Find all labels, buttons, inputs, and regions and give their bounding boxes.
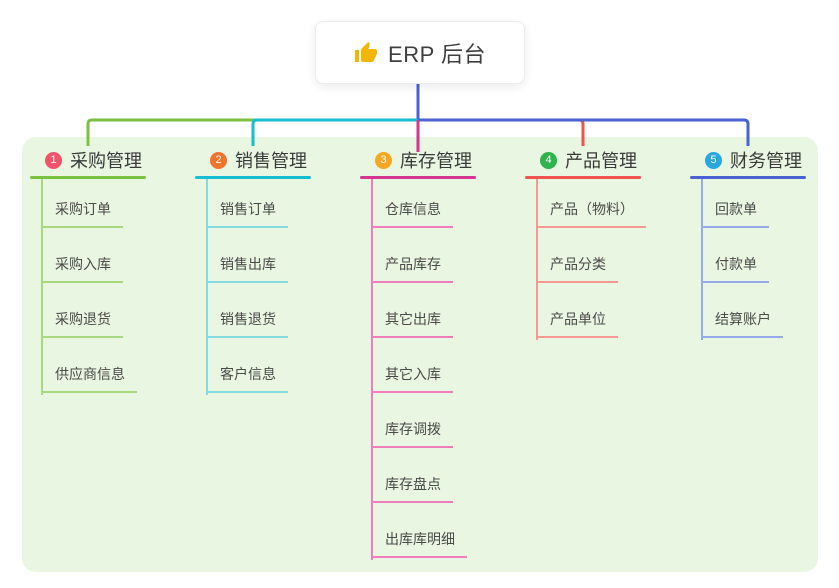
child-node-label: 产品（物料） bbox=[536, 200, 646, 228]
branch-title: 产品管理 bbox=[565, 151, 637, 171]
branch-spine-line bbox=[41, 179, 43, 395]
child-node-label: 产品分类 bbox=[536, 255, 618, 283]
child-node-label: 出库库明细 bbox=[371, 530, 467, 558]
child-node[interactable]: 库存盘点 bbox=[371, 475, 453, 503]
child-node[interactable]: 其它入库 bbox=[371, 365, 453, 393]
child-node[interactable]: 付款单 bbox=[701, 255, 769, 283]
child-node[interactable]: 采购订单 bbox=[41, 200, 123, 228]
child-node[interactable]: 采购退货 bbox=[41, 310, 123, 338]
branch-number-badge: 5 bbox=[705, 151, 722, 169]
child-node[interactable]: 采购入库 bbox=[41, 255, 123, 283]
branch-header[interactable]: 1 采购管理 bbox=[30, 148, 190, 172]
child-node-label: 销售订单 bbox=[206, 200, 288, 228]
branch-column-3: 3 库存管理仓库信息产品库存其它出库其它入库库存调拨库存盘点出库库明细 bbox=[360, 148, 520, 560]
child-node[interactable]: 产品分类 bbox=[536, 255, 618, 283]
branch-spine-line bbox=[206, 179, 208, 395]
child-node[interactable]: 销售出库 bbox=[206, 255, 288, 283]
child-node-label: 其它入库 bbox=[371, 365, 453, 393]
child-node[interactable]: 客户信息 bbox=[206, 365, 288, 393]
branch-column-1: 1 采购管理采购订单采购入库采购退货供应商信息 bbox=[30, 148, 190, 395]
branch-number-badge: 4 bbox=[540, 151, 557, 169]
branch-spine-line bbox=[701, 179, 703, 340]
branch-header[interactable]: 3 库存管理 bbox=[360, 148, 520, 172]
child-node[interactable]: 回款单 bbox=[701, 200, 769, 228]
child-node-label: 付款单 bbox=[701, 255, 769, 283]
child-node-label: 销售退货 bbox=[206, 310, 288, 338]
branch-title: 采购管理 bbox=[70, 151, 142, 171]
branch-header[interactable]: 5 财务管理 bbox=[690, 148, 839, 172]
branch-header[interactable]: 4 产品管理 bbox=[525, 148, 685, 172]
child-node-label: 产品库存 bbox=[371, 255, 453, 283]
branch-number-badge: 1 bbox=[45, 151, 62, 169]
branch-title: 库存管理 bbox=[400, 151, 472, 171]
child-node[interactable]: 产品库存 bbox=[371, 255, 453, 283]
child-node[interactable]: 产品单位 bbox=[536, 310, 618, 338]
child-node-label: 采购退货 bbox=[41, 310, 123, 338]
branch-underline bbox=[360, 176, 476, 179]
branch-spine-line bbox=[536, 179, 538, 340]
branch-column-4: 4 产品管理产品（物料） 产品分类产品单位 bbox=[525, 148, 685, 340]
child-node-label: 回款单 bbox=[701, 200, 769, 228]
child-node-label: 其它出库 bbox=[371, 310, 453, 338]
child-node[interactable]: 销售订单 bbox=[206, 200, 288, 228]
child-node-label: 客户信息 bbox=[206, 365, 288, 393]
child-node[interactable]: 产品（物料） bbox=[536, 200, 646, 228]
branch-column-5: 5 财务管理回款单付款单结算账户 bbox=[690, 148, 839, 340]
branch-underline bbox=[195, 176, 311, 179]
child-node-label: 供应商信息 bbox=[41, 365, 137, 393]
child-node-label: 仓库信息 bbox=[371, 200, 453, 228]
root-node-title: ERP 后台 bbox=[388, 41, 486, 67]
branch-number-badge: 2 bbox=[210, 151, 227, 169]
child-node[interactable]: 供应商信息 bbox=[41, 365, 137, 393]
child-node[interactable]: 仓库信息 bbox=[371, 200, 453, 228]
child-node[interactable]: 结算账户 bbox=[701, 310, 783, 338]
branch-underline bbox=[30, 176, 146, 179]
child-node[interactable]: 其它出库 bbox=[371, 310, 453, 338]
child-node[interactable]: 销售退货 bbox=[206, 310, 288, 338]
branch-title: 财务管理 bbox=[730, 151, 802, 171]
child-node-label: 产品单位 bbox=[536, 310, 618, 338]
child-node[interactable]: 出库库明细 bbox=[371, 530, 467, 558]
child-node-label: 库存调拨 bbox=[371, 420, 453, 448]
branch-underline bbox=[690, 176, 806, 179]
branch-column-2: 2 销售管理销售订单销售出库销售退货客户信息 bbox=[195, 148, 355, 395]
branch-header[interactable]: 2 销售管理 bbox=[195, 148, 355, 172]
child-node-label: 结算账户 bbox=[701, 310, 783, 338]
child-node-label: 销售出库 bbox=[206, 255, 288, 283]
child-node-label: 采购入库 bbox=[41, 255, 123, 283]
branch-title: 销售管理 bbox=[235, 151, 307, 171]
thumbs-up-icon bbox=[355, 41, 378, 62]
child-node-label: 库存盘点 bbox=[371, 475, 453, 503]
branch-number-badge: 3 bbox=[375, 151, 392, 169]
branch-underline bbox=[525, 176, 641, 179]
child-node-label: 采购订单 bbox=[41, 200, 123, 228]
mindmap-background-panel bbox=[22, 137, 818, 572]
child-node[interactable]: 库存调拨 bbox=[371, 420, 453, 448]
branch-spine-line bbox=[371, 179, 373, 560]
root-node-erp[interactable]: ERP 后台 bbox=[315, 21, 525, 84]
